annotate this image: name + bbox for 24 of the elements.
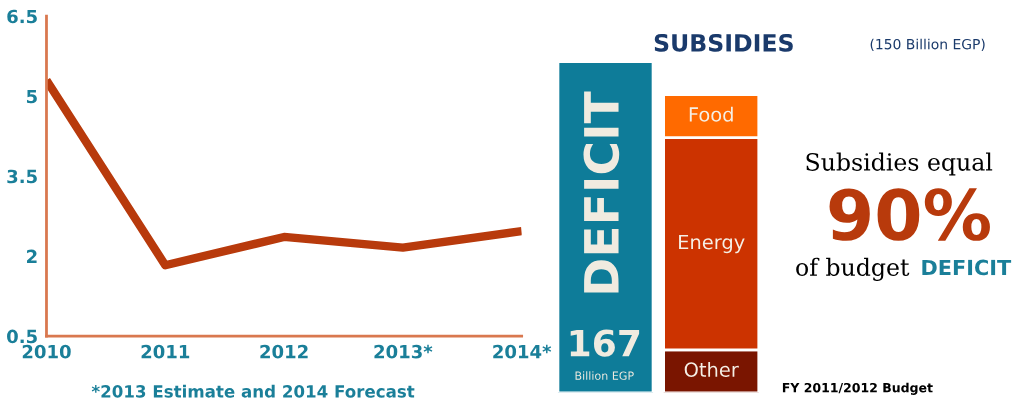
series-label: Energy [679,234,745,254]
text: DEFICIT [922,259,1012,276]
y-tick-label: 2 [27,249,37,264]
y-tick-label: 6.5 [7,9,37,24]
annotation: Billion EGP [575,371,634,380]
x-tick-label: 2013* [374,344,433,359]
y-tick-label: 0.5 [7,329,37,344]
series-label: Food [689,106,733,122]
x-tick-label: 2010 [22,344,71,359]
y-tick-label: 3.5 [7,169,37,184]
annotation: 167 [570,329,640,357]
text: of budget [796,257,910,281]
y-tick-label: 5 [26,89,37,104]
text: (150 Billion EGP) [870,38,985,52]
series-label: Other [684,361,739,377]
chart-title: SUBSIDIES [654,33,793,52]
text: 90% [829,188,990,241]
x-tick-label: 2012 [260,344,308,359]
x-tick-label: 2014* [493,344,552,359]
text: FY 2011/2012 Budget [782,382,933,395]
text: Subsidies equal [806,152,993,176]
text: *2013 Estimate and 2014 Forecast [91,384,415,398]
series-label: DEFICIT [583,91,620,293]
x-tick-label: 2011 [141,344,190,359]
